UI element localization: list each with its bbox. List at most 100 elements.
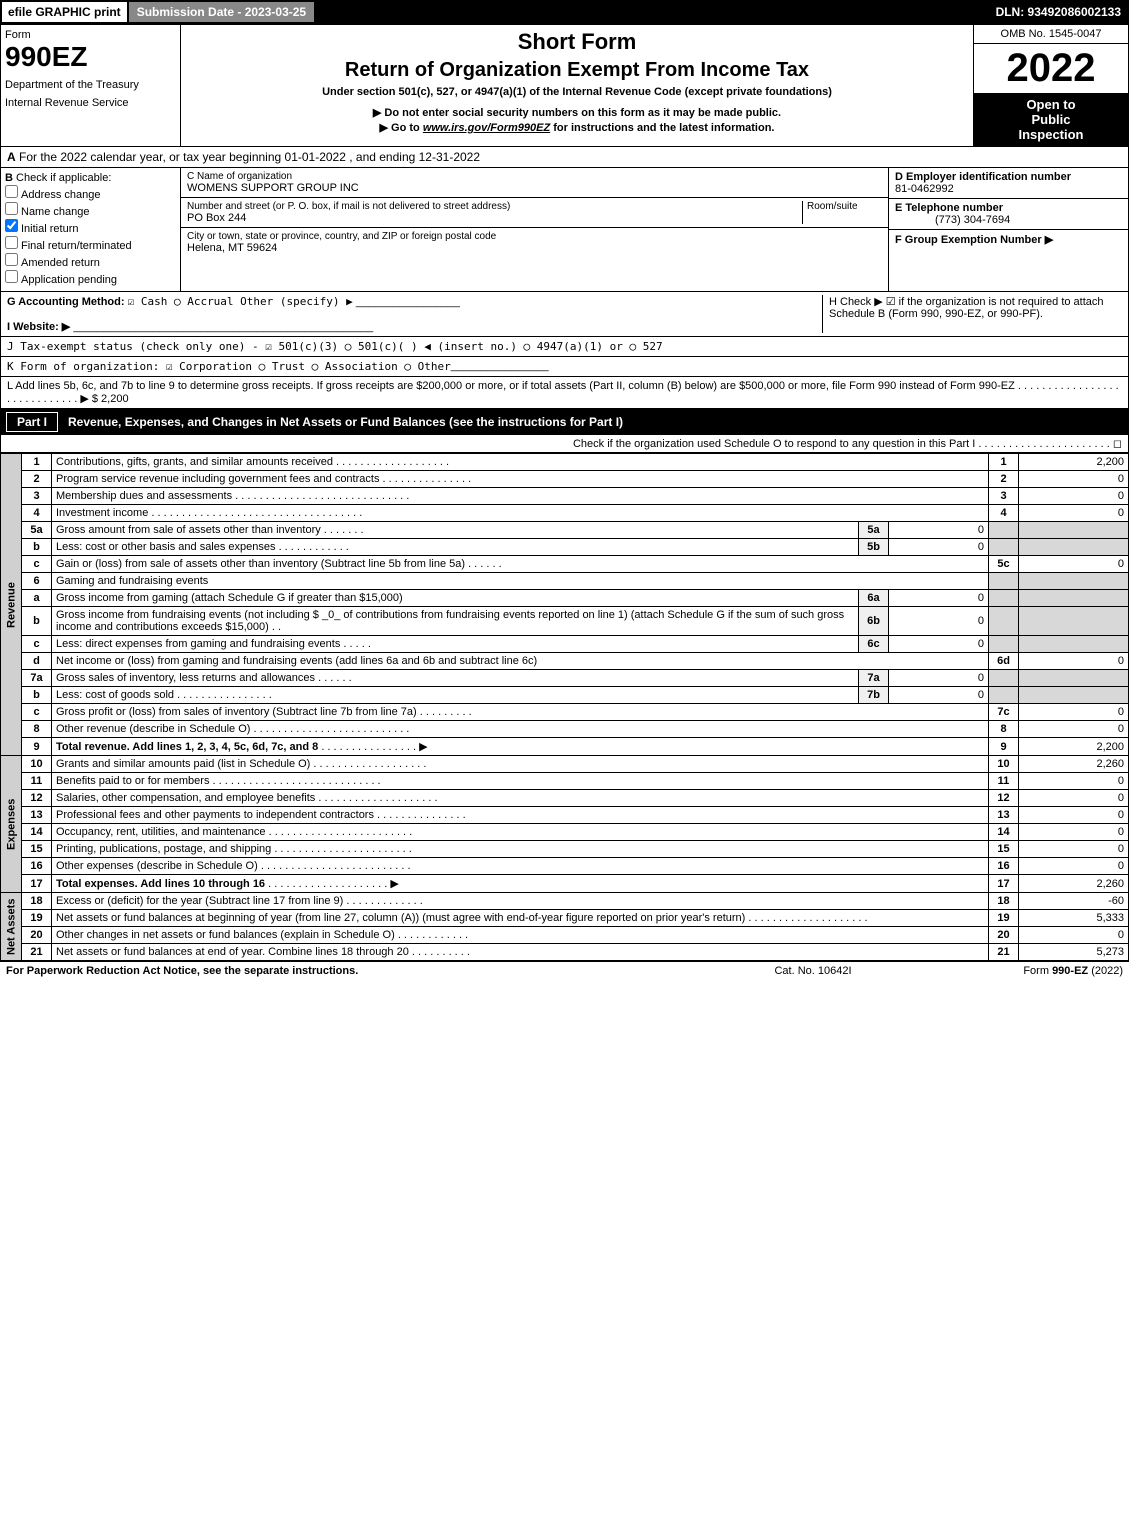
catalog-no: Cat. No. 10642I xyxy=(673,965,953,977)
line-21: 21Net assets or fund balances at end of … xyxy=(1,944,1129,961)
line-16: 16Other expenses (describe in Schedule O… xyxy=(1,858,1129,875)
inspection-box: Open to Public Inspection xyxy=(974,93,1128,146)
goto-post: for instructions and the latest informat… xyxy=(550,122,774,134)
e-label: E Telephone number xyxy=(895,202,1003,214)
header-mid: Short Form Return of Organization Exempt… xyxy=(181,25,973,146)
tax-year-range: For the 2022 calendar year, or tax year … xyxy=(19,150,480,164)
goto-link-row: ▶ Go to www.irs.gov/Form990EZ for instru… xyxy=(189,121,965,134)
col-def: D Employer identification number 81-0462… xyxy=(888,168,1128,291)
cell-e: E Telephone number (773) 304-7694 xyxy=(889,199,1128,230)
page-footer: For Paperwork Reduction Act Notice, see … xyxy=(0,961,1129,980)
cb-address-change[interactable]: Address change xyxy=(5,185,176,201)
line-12: 12Salaries, other compensation, and empl… xyxy=(1,790,1129,807)
org-name: WOMENS SUPPORT GROUP INC xyxy=(187,182,882,194)
d-label: D Employer identification number xyxy=(895,171,1071,183)
line-2: 2Program service revenue including gover… xyxy=(1,471,1129,488)
line-7c: cGross profit or (loss) from sales of in… xyxy=(1,704,1129,721)
side-revenue: Revenue xyxy=(1,454,22,756)
short-form-label: Short Form xyxy=(189,29,965,55)
b-label: Check if applicable: xyxy=(16,172,111,184)
part1-title: Revenue, Expenses, and Changes in Net As… xyxy=(68,415,623,429)
form-header: Form 990EZ Department of the Treasury In… xyxy=(0,24,1129,147)
cell-f: F Group Exemption Number ▶ xyxy=(889,230,1128,249)
header-left: Form 990EZ Department of the Treasury In… xyxy=(1,25,181,146)
letter-b: B xyxy=(5,172,13,184)
cb-name-change[interactable]: Name change xyxy=(5,202,176,218)
cb-application-pending[interactable]: Application pending xyxy=(5,270,176,286)
line-6a: aGross income from gaming (attach Schedu… xyxy=(1,590,1129,607)
line-18: Net Assets 18Excess or (deficit) for the… xyxy=(1,893,1129,910)
side-expenses: Expenses xyxy=(1,756,22,893)
subtitle-code: Under section 501(c), 527, or 4947(a)(1)… xyxy=(189,86,965,98)
omb-number: OMB No. 1545-0047 xyxy=(974,25,1128,44)
form-title: Return of Organization Exempt From Incom… xyxy=(189,59,965,82)
col-c: C Name of organization WOMENS SUPPORT GR… xyxy=(181,168,888,291)
row-k: K Form of organization: ☑ Corporation ◯ … xyxy=(1,357,1128,377)
form-ref: Form 990-EZ (2022) xyxy=(953,965,1123,977)
block-bcdef: B Check if applicable: Address change Na… xyxy=(0,168,1129,292)
inspect-2: Public xyxy=(978,112,1124,127)
col-b: B Check if applicable: Address change Na… xyxy=(1,168,181,291)
line-5b: bLess: cost or other basis and sales exp… xyxy=(1,539,1129,556)
f-label: F Group Exemption Number ▶ xyxy=(895,234,1053,246)
line-6d: dNet income or (loss) from gaming and fu… xyxy=(1,653,1129,670)
line-5a: 5aGross amount from sale of assets other… xyxy=(1,522,1129,539)
street-label: Number and street (or P. O. box, if mail… xyxy=(187,201,802,212)
efile-print[interactable]: efile GRAPHIC print xyxy=(0,0,129,24)
cell-city: City or town, state or province, country… xyxy=(181,228,888,257)
warning-ssn: ▶ Do not enter social security numbers o… xyxy=(189,106,965,119)
inspect-1: Open to xyxy=(978,97,1124,112)
goto-pre: ▶ Go to xyxy=(380,122,423,134)
dept-treasury: Department of the Treasury xyxy=(5,79,176,91)
ein-val: 81-0462992 xyxy=(895,183,954,195)
irs-link[interactable]: www.irs.gov/Form990EZ xyxy=(423,122,550,134)
line-10: Expenses 10Grants and similar amounts pa… xyxy=(1,756,1129,773)
submission-date: Submission Date - 2023-03-25 xyxy=(129,2,314,22)
city-label: City or town, state or province, country… xyxy=(187,231,882,242)
phone-val: (773) 304-7694 xyxy=(895,214,1010,226)
form-number: 990EZ xyxy=(5,41,176,73)
line-6: 6Gaming and fundraising events xyxy=(1,573,1129,590)
cell-street: Number and street (or P. O. box, if mail… xyxy=(181,198,888,228)
lines-table: Revenue 1Contributions, gifts, grants, a… xyxy=(0,453,1129,961)
line-14: 14Occupancy, rent, utilities, and mainte… xyxy=(1,824,1129,841)
name-label: C Name of organization xyxy=(187,171,882,182)
street-val: PO Box 244 xyxy=(187,212,802,224)
rows-ghijkl: G Accounting Method: ☑ Cash ◯ Accrual Ot… xyxy=(0,292,1129,409)
city-val: Helena, MT 59624 xyxy=(187,242,882,254)
part1-label: Part I xyxy=(6,412,58,432)
part1-check: Check if the organization used Schedule … xyxy=(0,435,1129,453)
row-j: J Tax-exempt status (check only one) - ☑… xyxy=(1,337,1128,357)
paperwork-notice: For Paperwork Reduction Act Notice, see … xyxy=(6,965,673,977)
line-4: 4Investment income . . . . . . . . . . .… xyxy=(1,505,1129,522)
row-l: L Add lines 5b, 6c, and 7b to line 9 to … xyxy=(1,377,1128,409)
j-text: J Tax-exempt status (check only one) - ☑… xyxy=(7,340,663,353)
dept-irs: Internal Revenue Service xyxy=(5,97,176,109)
letter-a: A xyxy=(7,150,16,164)
g-opts: ☑ Cash ◯ Accrual Other (specify) ▶ xyxy=(128,295,353,308)
line-6c: cLess: direct expenses from gaming and f… xyxy=(1,636,1129,653)
k-text: K Form of organization: ☑ Corporation ◯ … xyxy=(7,360,451,373)
line-15: 15Printing, publications, postage, and s… xyxy=(1,841,1129,858)
room-label: Room/suite xyxy=(807,201,882,212)
line-7a: 7aGross sales of inventory, less returns… xyxy=(1,670,1129,687)
cb-initial-return[interactable]: Initial return xyxy=(5,219,176,235)
line-8: 8Other revenue (describe in Schedule O) … xyxy=(1,721,1129,738)
top-bar: efile GRAPHIC print Submission Date - 20… xyxy=(0,0,1129,24)
cell-name: C Name of organization WOMENS SUPPORT GR… xyxy=(181,168,888,198)
line-19: 19Net assets or fund balances at beginni… xyxy=(1,910,1129,927)
cb-amended-return[interactable]: Amended return xyxy=(5,253,176,269)
h-box: H Check ▶ ☑ if the organization is not r… xyxy=(822,295,1122,333)
form-label: Form xyxy=(5,29,176,41)
line-9: 9Total revenue. Add lines 1, 2, 3, 4, 5c… xyxy=(1,738,1129,756)
row-gh: G Accounting Method: ☑ Cash ◯ Accrual Ot… xyxy=(1,292,1128,337)
i-label: I Website: ▶ xyxy=(7,321,70,333)
k-line: ________________ xyxy=(451,360,549,373)
g-label: G Accounting Method: xyxy=(7,296,125,308)
line-5c: cGain or (loss) from sale of assets othe… xyxy=(1,556,1129,573)
cell-d: D Employer identification number 81-0462… xyxy=(889,168,1128,199)
inspect-3: Inspection xyxy=(978,127,1124,142)
side-net-assets: Net Assets xyxy=(1,893,22,961)
line-7b: bLess: cost of goods sold . . . . . . . … xyxy=(1,687,1129,704)
cb-final-return[interactable]: Final return/terminated xyxy=(5,236,176,252)
